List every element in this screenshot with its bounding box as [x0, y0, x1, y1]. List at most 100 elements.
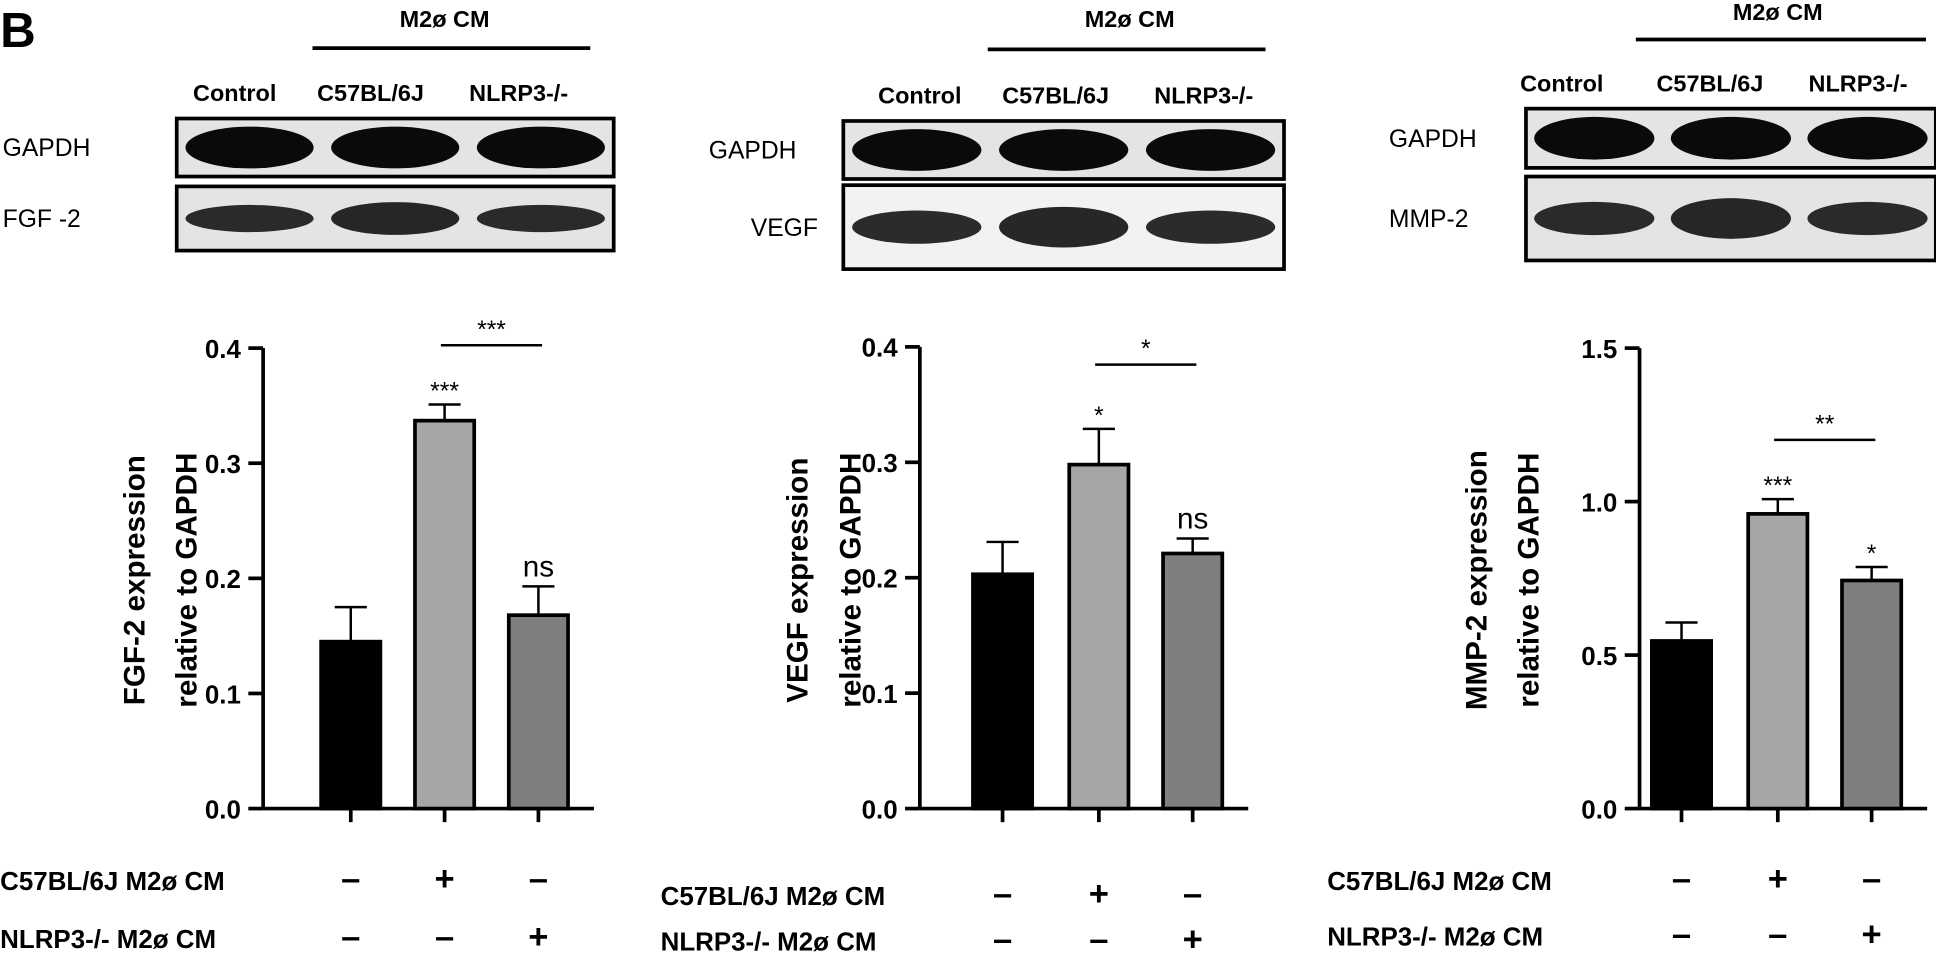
lane-label: Control [878, 83, 961, 109]
significance-label: ns [523, 551, 554, 584]
significance-label: ns [1177, 503, 1208, 536]
bar [1161, 551, 1225, 811]
bar-chart-2: 0.0 0.5 1.0 1.5 MMP-2 expression relative to … [1327, 336, 1928, 953]
condition-label-nlrp3: NLRP3-/- M2ø CM [0, 926, 216, 953]
y-axis-title: relative to GAPDH [170, 453, 203, 708]
condition-sign: – [341, 918, 360, 953]
condition-sign: – [1768, 916, 1787, 953]
condition-sign: + [1768, 860, 1788, 898]
condition-label-c57: C57BL/6J M2ø CM [661, 883, 886, 911]
y-tick-label: 0.1 [862, 681, 898, 709]
protein-band [1534, 201, 1655, 236]
condition-label-c57: C57BL/6J M2ø CM [0, 868, 225, 896]
blot-row-label: FGF -2 [3, 206, 81, 233]
y-tick-label: 0.5 [1581, 643, 1617, 671]
y-tick-label: 0.2 [862, 566, 898, 594]
condition-sign: – [1183, 875, 1202, 913]
blot-row-label: GAPDH [709, 138, 797, 165]
blot-row-label: VEGF [751, 215, 818, 242]
protein-band [1670, 116, 1792, 160]
condition-label-nlrp3: NLRP3-/- M2ø CM [661, 929, 877, 953]
y-tick-label: 0.3 [862, 450, 898, 478]
protein-band [1145, 129, 1276, 171]
protein-band [476, 204, 605, 233]
protein-band [185, 126, 314, 169]
condition-sign: – [1672, 860, 1691, 898]
bar [1746, 512, 1810, 811]
lane-label: C57BL/6J [1002, 83, 1109, 109]
y-tick-label: 0.0 [1581, 796, 1617, 824]
protein-band [331, 202, 460, 235]
condition-sign: + [528, 918, 548, 953]
lane-label: C57BL/6J [317, 80, 424, 106]
blot-row-label: GAPDH [1389, 126, 1477, 153]
protein-band [852, 129, 982, 171]
bar [319, 639, 383, 811]
lane-label: NLRP3-/- [1154, 83, 1253, 109]
protein-band [1807, 201, 1928, 236]
lane-label: NLRP3-/- [469, 80, 568, 106]
bar [506, 613, 570, 811]
protein-band [1670, 198, 1792, 239]
bar [971, 572, 1035, 811]
significance-label: *** [1763, 473, 1792, 500]
comparison-significance: ** [1815, 411, 1835, 438]
panel-label: B [0, 3, 36, 58]
protein-band [852, 210, 982, 244]
y-tick-label: 0.4 [205, 336, 242, 364]
condition-label-nlrp3: NLRP3-/- M2ø CM [1327, 924, 1543, 952]
condition-sign: – [993, 875, 1012, 913]
condition-sign: – [341, 860, 360, 898]
significance-label: * [1867, 541, 1877, 568]
comparison-significance: * [1141, 336, 1151, 363]
bar [413, 418, 477, 811]
condition-sign: + [1089, 875, 1109, 913]
y-tick-label: 1.5 [1581, 336, 1617, 364]
significance-label: *** [430, 379, 459, 406]
protein-band [999, 206, 1129, 248]
western-blot-1: M2ø CM Control C57BL/6J NLRP3-/- GAPDH VEGF [709, 6, 1286, 271]
protein-band [1145, 210, 1276, 244]
y-axis-title: relative to GAPDH [1512, 453, 1545, 708]
bar-chart-1: 0.0 0.1 0.2 0.3 0.4 VEGF expression relative t… [661, 335, 1249, 953]
lane-label: C57BL/6J [1656, 70, 1763, 96]
protein-band [1534, 116, 1655, 160]
blot-row-label: MMP-2 [1389, 206, 1469, 233]
condition-sign: – [435, 918, 454, 953]
condition-sign: + [1183, 921, 1203, 953]
blot-group-header: M2ø CM [1085, 6, 1175, 32]
lane-label: Control [193, 80, 276, 106]
y-tick-label: 0.1 [205, 681, 241, 709]
protein-band [476, 126, 605, 169]
y-tick-label: 0.3 [205, 451, 241, 479]
protein-band [999, 129, 1129, 171]
y-axis-title: FGF-2 expression [119, 455, 152, 705]
y-tick-label: 0.4 [862, 335, 899, 363]
blot-group-header: M2ø CM [1733, 0, 1823, 25]
y-axis-title: VEGF expression [782, 458, 815, 703]
comparison-significance: *** [477, 317, 506, 344]
bar [1840, 578, 1904, 811]
blot-row-label: GAPDH [3, 135, 91, 162]
western-blot-0: M2ø CM Control C57BL/6J NLRP3-/- GAPDH FGF -2 [3, 6, 616, 253]
western-blot-2: M2ø CM Control C57BL/6J NLRP3-/- GAPDH MMP-2 [1389, 0, 1936, 263]
condition-label-c57: C57BL/6J M2ø CM [1327, 868, 1552, 896]
y-tick-label: 1.0 [1581, 489, 1617, 517]
y-axis-title: MMP-2 expression [1460, 450, 1493, 710]
condition-sign: – [529, 860, 548, 898]
bar [1650, 639, 1713, 811]
lane-label: Control [1520, 70, 1603, 96]
lane-label: NLRP3-/- [1809, 70, 1908, 96]
y-tick-label: 0.0 [205, 796, 241, 824]
condition-sign: – [1672, 916, 1691, 953]
protein-band [185, 204, 314, 233]
bar-chart-0: 0.0 0.1 0.2 0.3 0.4 FGF-2 expression relative … [0, 317, 594, 953]
y-axis-title: relative to GAPDH [835, 453, 868, 708]
condition-sign: – [1862, 860, 1881, 898]
condition-sign: + [1862, 916, 1882, 953]
significance-label: * [1094, 403, 1104, 430]
y-tick-label: 0.2 [205, 566, 241, 594]
condition-sign: + [434, 860, 454, 898]
y-tick-label: 0.0 [862, 796, 898, 824]
